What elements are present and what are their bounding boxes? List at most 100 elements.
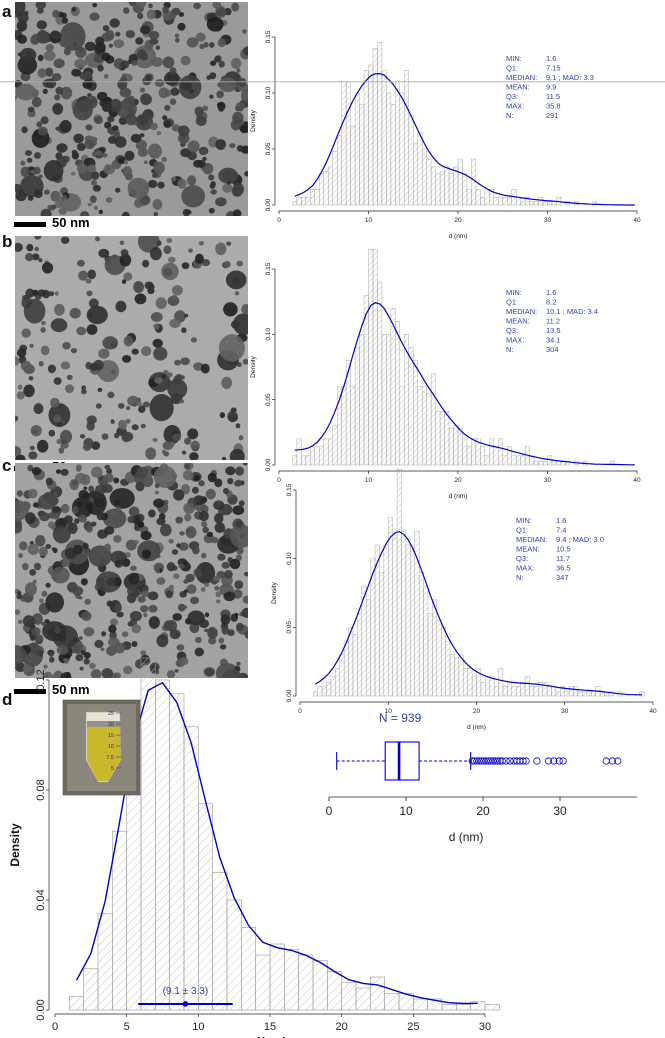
histogram-bar — [520, 455, 526, 466]
stat-key: MEDIAN: — [506, 73, 537, 82]
nanoparticle — [198, 241, 204, 246]
nanoparticle — [61, 419, 66, 424]
nanoparticle — [195, 32, 206, 42]
nanoparticle — [184, 209, 192, 215]
histogram-bar — [301, 455, 307, 466]
nanoparticle — [21, 126, 28, 134]
nanoparticle — [88, 298, 99, 309]
nanoparticle — [38, 258, 43, 263]
nanoparticle — [26, 243, 34, 252]
histogram-bar — [551, 686, 557, 697]
vial-graduation-label: 7.5 — [106, 755, 114, 761]
nanoparticle — [104, 121, 112, 129]
nanoparticle — [152, 437, 158, 443]
nanoparticle — [81, 385, 86, 391]
histogram-bar — [314, 189, 320, 206]
nanoparticle — [53, 58, 65, 69]
boxplot-outlier — [506, 757, 514, 765]
nanoparticle — [38, 361, 44, 367]
nanoparticle — [182, 605, 188, 609]
nanoparticle — [29, 445, 35, 451]
nanoparticle — [175, 516, 183, 524]
nanoparticle — [71, 6, 76, 12]
nanoparticle — [235, 466, 245, 476]
nanoparticle — [218, 60, 225, 68]
nanoparticle — [156, 554, 161, 558]
nanoparticle — [133, 198, 143, 208]
histogram-bar — [326, 682, 332, 697]
nanoparticle — [189, 89, 194, 94]
histogram-bar — [388, 517, 393, 697]
histogram-bar — [341, 81, 347, 206]
x-axis-label: d (nm) — [449, 493, 468, 500]
nanoparticle — [224, 570, 233, 579]
histogram-bar — [524, 196, 530, 206]
y-tick-label: 0.08 — [35, 779, 47, 800]
nanoparticle — [140, 530, 152, 541]
histogram-bar — [399, 386, 405, 466]
nanoparticle — [152, 173, 158, 178]
nanoparticle — [148, 616, 160, 629]
nanoparticle — [171, 549, 179, 555]
nanoparticle — [153, 323, 160, 330]
nanoparticle — [131, 348, 139, 355]
nanoparticle — [108, 637, 120, 648]
nanoparticle — [84, 41, 96, 52]
nanoparticle — [55, 86, 64, 95]
nanoparticle — [208, 637, 217, 645]
nanoparticle — [213, 575, 220, 582]
nanoparticle — [80, 578, 88, 586]
nanoparticle — [230, 524, 248, 549]
nanoparticle — [198, 510, 209, 522]
boxplot-outlier — [608, 757, 617, 765]
nanoparticle — [19, 541, 28, 551]
boxplot-outlier — [602, 757, 610, 765]
boxplot-box — [384, 741, 420, 781]
nanoparticle — [22, 562, 29, 571]
histogram-bar — [339, 654, 345, 697]
nanoparticle — [89, 12, 100, 21]
nanoparticle — [101, 100, 112, 112]
nanoparticle — [122, 355, 132, 363]
histogram-bar — [305, 455, 311, 466]
nanoparticle — [15, 415, 19, 422]
nanoparticle — [39, 512, 50, 522]
nanoparticle — [203, 42, 209, 48]
histogram-bar — [448, 173, 454, 206]
nanoparticle — [183, 589, 189, 594]
nanoparticle — [184, 437, 192, 445]
stat-key: Q3: — [506, 326, 518, 335]
nanoparticle — [40, 208, 52, 216]
histogram-d: 0.00 0.04 0.08 0.12 Density 0 5 10 15 20 25 30 d(nm)… — [8, 657, 500, 1038]
histogram-bar — [608, 691, 614, 697]
nanoparticle — [40, 327, 46, 333]
histogram-bar — [538, 196, 544, 206]
nanoparticle — [215, 599, 221, 604]
nanoparticle — [106, 577, 117, 587]
stat-key: N: — [516, 573, 524, 582]
histogram-bar — [140, 657, 156, 1011]
nanoparticle — [15, 83, 37, 101]
nanoparticle — [178, 542, 189, 551]
nanoparticle — [83, 652, 91, 659]
nanoparticle — [123, 335, 134, 347]
nanoparticle — [244, 171, 248, 177]
nanoparticle — [141, 549, 152, 559]
nanoparticle — [42, 289, 50, 299]
nanoparticle — [78, 596, 83, 600]
nanoparticle — [202, 526, 209, 534]
nanoparticle — [204, 612, 210, 618]
nanoparticle — [120, 76, 127, 83]
histogram-bar — [480, 446, 486, 466]
histogram-bar — [226, 899, 242, 1011]
tem-particles-a — [15, 2, 248, 216]
nanoparticle — [187, 610, 205, 626]
histogram-bar — [327, 971, 342, 1011]
nanoparticle — [213, 500, 225, 510]
nanoparticle — [54, 291, 59, 296]
histogram-bar — [169, 693, 185, 1011]
nanoparticle — [185, 526, 197, 539]
boxplot-outlier — [482, 757, 490, 765]
nanoparticle — [100, 647, 105, 651]
nanoparticle — [201, 552, 207, 559]
